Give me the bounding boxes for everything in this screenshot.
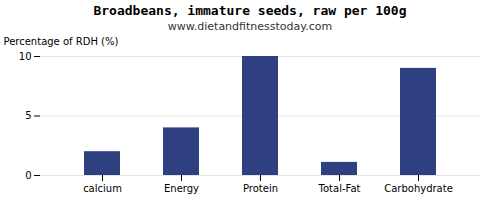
svg-text:Total-Fat: Total-Fat [318,183,361,194]
svg-text:0: 0 [25,170,31,181]
svg-text:Percentage of RDH (%): Percentage of RDH (%) [4,36,119,47]
html-text:Broadbeans, immature seeds, ra: Broadbeans, immature seeds, raw per 100g [93,3,407,18]
svg-text:Protein: Protein [243,183,278,194]
svg-text:Energy: Energy [164,183,199,194]
html-text:www.dietandfitnesstoday.com: www.dietandfitnesstoday.com [167,20,333,33]
svg-text:calcium: calcium [83,183,122,194]
svg-text:Carbohydrate: Carbohydrate [384,183,453,194]
svg-text:5: 5 [25,110,31,121]
svg-text:10: 10 [19,51,32,62]
